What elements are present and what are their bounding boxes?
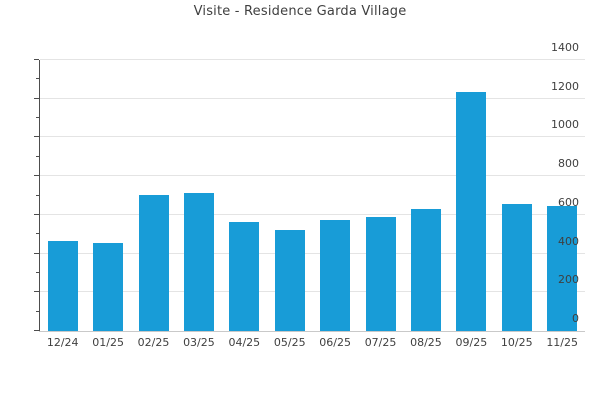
- x-tick-label-09/25: 09/25: [455, 336, 488, 349]
- y-major-tick: [34, 330, 39, 331]
- bar-01/25: [93, 242, 124, 331]
- bars-layer: [40, 60, 585, 331]
- gridline-1000: [40, 136, 585, 138]
- y-minor-tick: [36, 310, 39, 312]
- y-major-tick: [34, 175, 39, 177]
- y-major-tick: [34, 213, 39, 215]
- y-tick-label-1400: 1400: [551, 41, 579, 54]
- bar-12/24: [47, 241, 78, 331]
- y-tick-label-600: 600: [558, 195, 579, 209]
- y-major-tick: [34, 136, 39, 138]
- x-tick-label-11/25: 11/25: [546, 336, 579, 349]
- x-tick-label-12/24: 12/24: [46, 336, 79, 349]
- y-tick-label-0: 0: [572, 312, 579, 325]
- x-tick-label-07/25: 07/25: [364, 336, 397, 349]
- y-tick-label-1000: 1000: [551, 118, 579, 132]
- y-major-tick: [34, 252, 39, 254]
- y-tick-label-400: 400: [558, 234, 579, 248]
- gridline-200: [40, 291, 585, 293]
- y-major-tick: [34, 97, 39, 99]
- x-tick-label-03/25: 03/25: [183, 336, 215, 349]
- gridline-600: [40, 213, 585, 215]
- y-tick-label-1200: 1200: [551, 79, 579, 93]
- y-minor-tick: [36, 78, 39, 80]
- x-axis-labels: 12/24 01/25 02/25 03/25 04/25 05/25 06/25 07/25…: [40, 336, 585, 349]
- bar-07/25: [365, 216, 396, 331]
- gridline-800: [40, 175, 585, 177]
- gridline-1400: [40, 59, 585, 60]
- y-minor-tick: [36, 233, 39, 235]
- y-minor-tick: [36, 117, 39, 119]
- x-tick-label-04/25: 04/25: [228, 336, 261, 349]
- chart-title: Visite - Residence Garda Village: [193, 4, 407, 19]
- y-minor-tick: [36, 271, 39, 273]
- y-major-tick: [34, 59, 39, 60]
- y-axis-line: [39, 60, 40, 331]
- x-axis-line: [39, 331, 585, 332]
- plot-area: 0 200 400 600 800 1000 1200 1400: [34, 41, 585, 332]
- y-minor-tick: [36, 155, 39, 157]
- bar-02/25: [138, 194, 169, 331]
- y-tick-label-200: 200: [558, 273, 579, 287]
- y-tick-label-800: 800: [558, 157, 579, 171]
- x-tick-label-10/25: 10/25: [500, 336, 533, 349]
- y-minor-tick: [36, 194, 39, 196]
- bar-10/25: [501, 204, 532, 331]
- gridline-400: [40, 252, 585, 254]
- x-tick-label-08/25: 08/25: [410, 336, 442, 349]
- bar-09/25: [456, 91, 487, 331]
- bar-11/25: [547, 206, 578, 331]
- gridline-1200: [40, 97, 585, 99]
- bar-03/25: [183, 192, 214, 331]
- bar-05/25: [274, 230, 305, 331]
- bar-08/25: [410, 209, 441, 331]
- x-tick-label-02/25: 02/25: [137, 336, 170, 349]
- x-tick-label-06/25: 06/25: [319, 336, 351, 349]
- bar-04/25: [229, 221, 260, 331]
- bar-06/25: [320, 219, 351, 331]
- y-major-tick: [34, 291, 39, 293]
- x-tick-label-05/25: 05/25: [273, 336, 306, 349]
- x-tick-label-01/25: 01/25: [92, 336, 124, 349]
